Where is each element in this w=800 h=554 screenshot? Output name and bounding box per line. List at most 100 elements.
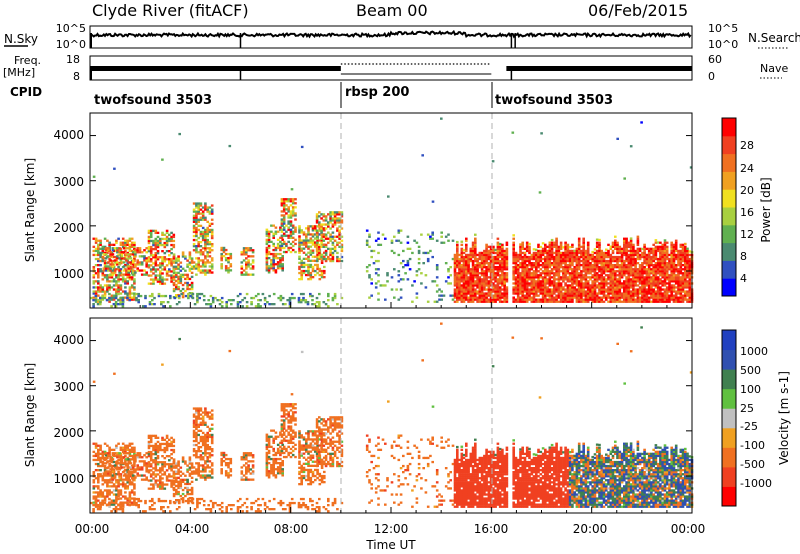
power-cell — [548, 257, 552, 261]
power-cell — [668, 268, 671, 271]
power-cell — [516, 257, 520, 261]
power-cell — [566, 294, 570, 297]
power-cell — [623, 262, 626, 265]
nsky-tick-bottom: 10^0 — [56, 38, 86, 51]
power-cell — [598, 286, 601, 289]
power-cell — [487, 255, 491, 259]
power-cell — [456, 253, 459, 257]
power-cell — [544, 245, 547, 248]
power-cell — [469, 286, 473, 289]
power-cell — [528, 242, 531, 246]
power-cell — [272, 261, 275, 264]
power-cell — [377, 298, 380, 301]
power-cell — [190, 267, 194, 270]
power-cell — [532, 266, 536, 269]
power-cell — [274, 226, 278, 229]
power-cell — [120, 273, 124, 276]
power-cell — [285, 212, 288, 215]
power-cell — [298, 278, 301, 281]
power-cell — [109, 259, 112, 262]
power-cell — [161, 250, 164, 253]
power-cell — [607, 294, 610, 297]
power-cell — [276, 263, 280, 266]
velocity-cell — [94, 495, 98, 498]
power-cell — [546, 262, 549, 265]
power-cell — [564, 298, 567, 301]
power-cell — [119, 292, 123, 295]
velocity-cell — [108, 450, 111, 453]
power-cell — [550, 270, 554, 273]
velocity-cell — [99, 458, 102, 462]
power-cell — [661, 264, 664, 267]
power-cell — [620, 282, 624, 285]
power-cell — [559, 298, 563, 301]
power-cell — [620, 292, 624, 295]
power-cell — [300, 278, 303, 281]
power-cell — [154, 264, 158, 267]
power-cell — [289, 200, 293, 203]
power-cell — [279, 240, 282, 243]
power-cell — [122, 265, 126, 268]
power-cell — [650, 247, 653, 250]
power-cell — [591, 255, 594, 259]
power-ylabel: Slant Range [km] — [23, 158, 37, 262]
power-cell — [458, 274, 461, 277]
power-cell — [595, 241, 599, 244]
power-cell — [650, 288, 653, 291]
power-cell — [456, 276, 459, 279]
power-cell — [679, 270, 683, 273]
power-cell — [208, 230, 212, 234]
power-cell — [489, 274, 493, 277]
power-cell — [665, 253, 669, 257]
power-cell — [668, 274, 671, 277]
power-cell — [121, 241, 125, 244]
power-cell — [107, 265, 110, 268]
power-cell — [121, 245, 125, 248]
power-cell — [625, 270, 628, 273]
power-cell — [661, 276, 664, 279]
power-cell — [516, 300, 520, 303]
power-cell — [636, 288, 640, 291]
power-cell — [580, 276, 583, 279]
power-cell — [530, 268, 534, 271]
power-cell — [548, 243, 552, 246]
power-cell — [136, 247, 139, 250]
power-cell — [616, 290, 619, 293]
power-cell — [181, 296, 185, 299]
power-cell — [192, 243, 196, 246]
power-cell — [108, 288, 111, 291]
power-cell — [298, 257, 301, 260]
power-cell — [462, 259, 466, 263]
power-cell — [577, 288, 581, 291]
power-cell — [102, 267, 106, 270]
power-cell — [647, 274, 651, 277]
power-cell — [97, 270, 100, 273]
power-cell — [679, 249, 683, 253]
power-cell — [201, 216, 205, 219]
power-cell — [265, 240, 269, 243]
power-cell — [641, 251, 644, 255]
power-cell — [90, 296, 93, 300]
power-cell — [370, 278, 373, 281]
power-cell — [129, 263, 133, 266]
power-cell — [636, 237, 640, 240]
power-cell — [681, 282, 685, 285]
power-cell — [674, 270, 678, 273]
power-cell — [307, 231, 310, 234]
power-cell — [152, 262, 155, 265]
power-cell — [557, 249, 561, 253]
power-cell — [127, 267, 130, 270]
power-cell — [97, 290, 100, 293]
power-cell — [595, 294, 599, 297]
velocity-cell — [92, 479, 96, 482]
power-cell — [280, 228, 284, 231]
power-cell — [322, 219, 326, 222]
power-cell — [149, 229, 153, 232]
power-cell — [453, 300, 457, 303]
power-cell — [627, 286, 631, 289]
power-cell — [670, 288, 673, 291]
power-cell — [101, 245, 105, 248]
power-cell — [440, 235, 443, 238]
power-cell — [165, 264, 169, 267]
power-cell — [140, 269, 144, 272]
